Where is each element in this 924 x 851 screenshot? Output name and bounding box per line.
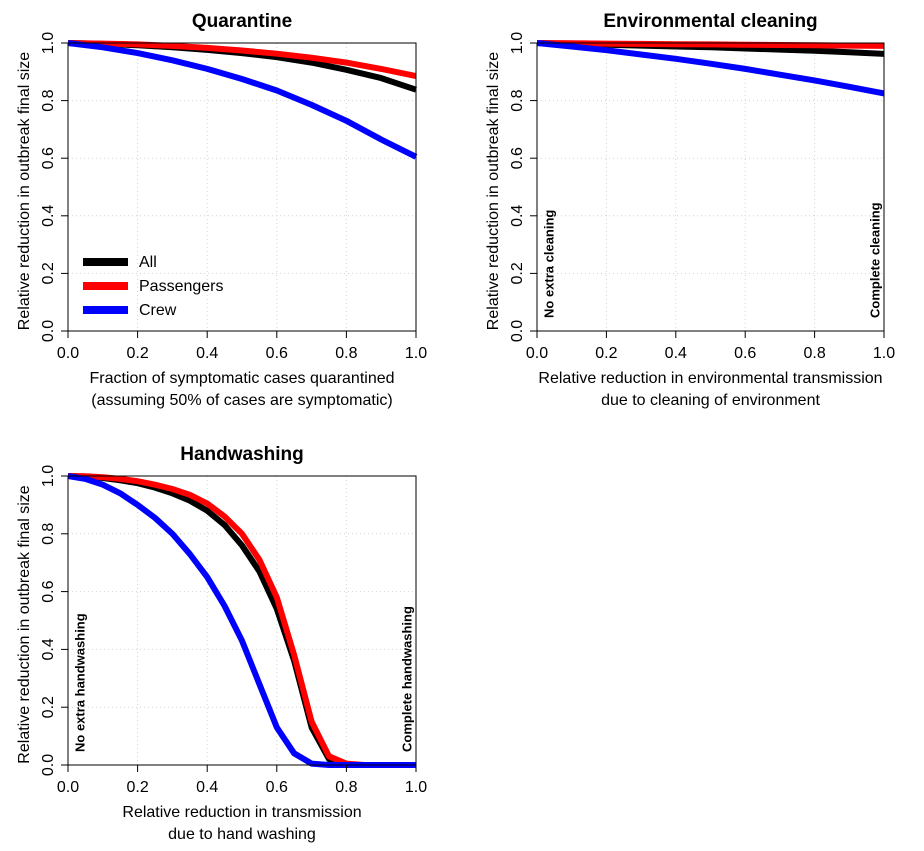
legend-label-passengers: Passengers <box>139 278 224 295</box>
chart-title: Quarantine <box>192 11 292 32</box>
plot-frame <box>67 475 417 766</box>
series-line-passengers <box>67 40 417 80</box>
legend-label-all: All <box>139 254 157 271</box>
x-tick-label: 0.4 <box>665 345 687 362</box>
series-line-passengers <box>67 473 416 768</box>
annotation-left: No extra cleaning <box>541 210 556 318</box>
plot-frame <box>67 42 417 332</box>
x-axis-label-line-2: due to hand washing <box>168 826 316 843</box>
y-tick-label: 0.2 <box>509 262 526 284</box>
y-tick-label: 0.6 <box>509 147 526 169</box>
x-tick-label: 0.8 <box>335 345 357 362</box>
y-tick-label: 0.6 <box>40 147 57 169</box>
x-tick-label: 0.0 <box>57 345 79 362</box>
x-tick-label: 0.0 <box>57 779 79 796</box>
x-axis-label: Relative reduction in transmission <box>122 804 361 821</box>
x-tick-label: 1.0 <box>405 345 427 362</box>
series-line-crew <box>536 40 885 97</box>
x-axis-label: Relative reduction in environmental tran… <box>538 370 882 387</box>
y-tick-label: 0.0 <box>40 320 57 342</box>
series-line-crew <box>67 40 418 160</box>
plot-frame <box>536 42 885 332</box>
x-tick-label: 0.6 <box>734 345 756 362</box>
x-tick-label: 1.0 <box>405 779 427 796</box>
y-tick-label: 0.2 <box>40 696 57 718</box>
y-axis-label: Relative reduction in outbreak final siz… <box>16 52 33 330</box>
y-tick-label: 0.2 <box>40 262 57 284</box>
y-axis-label: Relative reduction in outbreak final siz… <box>485 52 502 330</box>
y-tick-label: 0.4 <box>40 205 57 227</box>
panel-environmental-cleaning: 0.0 0.2 0.4 0.6 0.8 1.0 0.0 0.2 0.4 0.6 0.8 1.0 Envi… <box>485 11 895 409</box>
x-axis-label-line-2: (assuming 50% of cases are symptomatic) <box>91 392 392 409</box>
series-line-crew <box>67 473 416 768</box>
chart-title: Handwashing <box>180 444 304 465</box>
y-tick-label: 0.8 <box>509 89 526 111</box>
x-tick-label: 0.4 <box>196 779 218 796</box>
x-tick-label: 0.4 <box>196 345 218 362</box>
panel-quarantine: 0.0 0.2 0.4 0.6 0.8 1.0 0.0 0.2 0.4 0.6 0.8 1.0 Quar… <box>16 11 427 409</box>
annotation-left: No extra handwashing <box>72 613 87 752</box>
legend-label-crew: Crew <box>139 302 177 319</box>
y-axis-label: Relative reduction in outbreak final siz… <box>16 485 33 763</box>
y-tick-label: 1.0 <box>40 465 57 487</box>
y-tick-label: 1.0 <box>509 32 526 54</box>
x-tick-label: 0.8 <box>803 345 825 362</box>
x-tick-label: 0.6 <box>266 779 288 796</box>
y-tick-label: 0.8 <box>40 523 57 545</box>
chart-title: Environmental cleaning <box>603 11 817 32</box>
x-tick-label: 0.2 <box>595 345 617 362</box>
y-tick-label: 0.6 <box>40 580 57 602</box>
x-tick-label: 0.8 <box>335 779 357 796</box>
x-axis-label: Fraction of symptomatic cases quarantine… <box>89 370 394 387</box>
x-tick-label: 0.0 <box>526 345 548 362</box>
y-tick-label: 0.0 <box>40 754 57 776</box>
x-tick-label: 1.0 <box>873 345 895 362</box>
y-tick-label: 0.4 <box>40 638 57 660</box>
series-line-all <box>67 473 416 768</box>
x-tick-label: 0.2 <box>126 779 148 796</box>
x-tick-label: 0.2 <box>126 345 148 362</box>
y-tick-label: 0.8 <box>40 89 57 111</box>
y-tick-label: 1.0 <box>40 32 57 54</box>
x-tick-label: 0.6 <box>266 345 288 362</box>
y-tick-label: 0.4 <box>509 205 526 227</box>
annotation-right: Complete handwashing <box>399 606 414 752</box>
y-tick-label: 0.0 <box>509 320 526 342</box>
x-axis-label-line-2: due to cleaning of environment <box>601 392 820 409</box>
panel-handwashing: 0.0 0.2 0.4 0.6 0.8 1.0 0.0 0.2 0.4 0.6 0.8 1.0 Hand… <box>16 444 427 843</box>
legend: All Passengers Crew <box>83 254 224 319</box>
annotation-right: Complete cleaning <box>867 202 882 318</box>
